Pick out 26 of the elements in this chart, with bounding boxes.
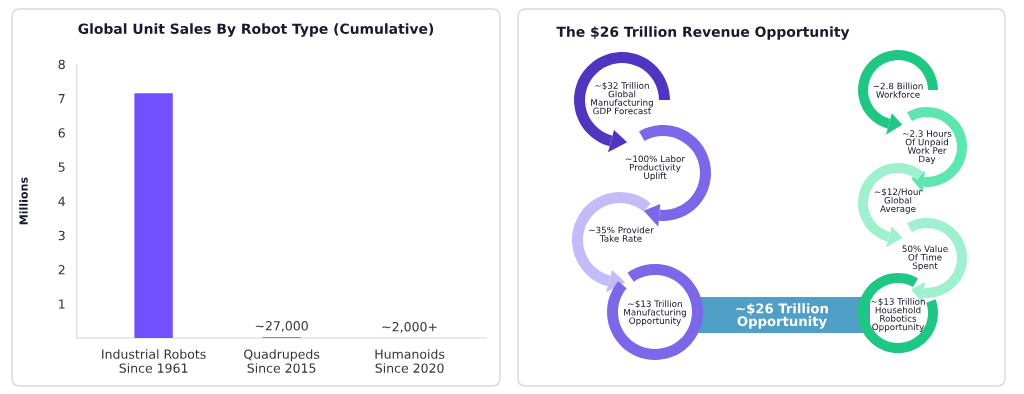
- y-tick-label: 1: [59, 299, 65, 309]
- text: ~$32 Trillion Global Manufacturing GDP Forecast: [591, 82, 653, 115]
- text: ~$13 Trillion Manufacturing Opportunity: [624, 300, 686, 326]
- annotation: ~2,000+: [382, 321, 437, 333]
- text: ~$12/Hour Global Average: [874, 188, 923, 214]
- y-tick-label: 6: [58, 128, 65, 138]
- text: The $26 Trillion Revenue Opportunity: [556, 26, 850, 40]
- x-tick-label: Quadrupeds Since 2015: [244, 349, 320, 373]
- text: ~2.3 Hours Of Unpaid Work Per Day: [903, 130, 952, 164]
- text: ~$26 Trillion Opportunity: [736, 303, 828, 329]
- text: ~2.8 Billion Workforce: [873, 82, 923, 98]
- x-tick-label: Humanoids Since 2020: [375, 349, 445, 373]
- y-tick-label: 8: [58, 59, 65, 70]
- y-tick-label: 7: [58, 94, 65, 104]
- chart-title: Global Unit Sales By Robot Type (Cumulative): [78, 23, 434, 37]
- y-tick-label: 5: [58, 162, 65, 172]
- x-tick-label: Industrial Robots Since 1961: [102, 349, 206, 373]
- text: 50% Value Of Time Spent: [902, 245, 948, 271]
- text: ~100% Labor Productivity Uplift: [625, 155, 685, 181]
- y-axis-title: Millions: [19, 177, 28, 225]
- y-tick-label: 2: [58, 265, 65, 275]
- text: ~$13 Trillion Household Robotics Opportunity: [871, 298, 925, 332]
- y-tick-label: 4: [58, 196, 65, 206]
- annotation: ~27,000: [255, 321, 308, 332]
- y-tick-label: 3: [58, 230, 65, 241]
- text: ~35% Provider Take Rate: [589, 226, 654, 242]
